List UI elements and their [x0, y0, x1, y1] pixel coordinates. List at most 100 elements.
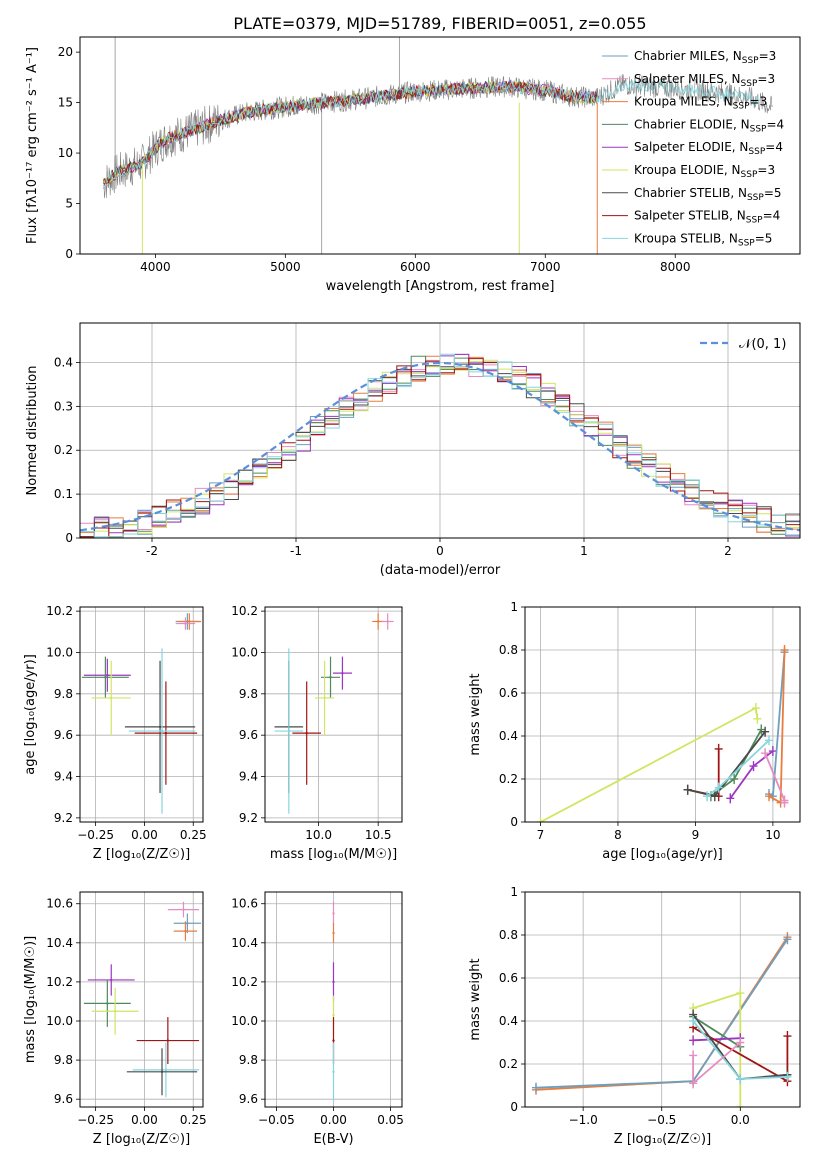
- y-axis-label: mass weight: [468, 958, 483, 1040]
- y-tick-label: 10.6: [231, 897, 258, 911]
- weight-marker: [765, 735, 774, 746]
- y-tick-label: 10.2: [231, 975, 258, 989]
- y-tick-label: 9.6: [239, 1092, 258, 1106]
- y-tick-label: 5: [65, 197, 73, 211]
- z-weight-panel: −1.0 −0.5 0.0 0 0.2 0.4 0.6 0.8 1 Z [log₁₀(Z/Z☉)]…: [468, 885, 801, 1147]
- legend-subscript: SSP: [746, 216, 763, 226]
- y-tick-label: 0.4: [54, 355, 73, 369]
- x-tick-label: 7000: [530, 260, 561, 274]
- weight-marker: [761, 726, 770, 737]
- x-tick-label: 2: [724, 544, 732, 558]
- legend-label: Chabrier MILES, NSSP=3: [634, 49, 776, 66]
- legend-label: Kroupa STELIB, NSSP=5: [634, 231, 772, 248]
- x-tick-label: 10.0: [305, 828, 332, 842]
- figure-title: PLATE=0379, MJD=51789, FIBERID=0051, z=0…: [233, 14, 646, 33]
- z-mass-plot-area: [83, 901, 202, 1098]
- legend-subscript: SSP: [741, 170, 758, 180]
- mass-age-plot-area: [274, 613, 394, 814]
- residuals-panel: -2 -1 0 1 2 0 0.1 0.2 0.3 0.4 (data-model)/error No…: [25, 322, 801, 578]
- legend-subscript: SSP: [750, 124, 767, 134]
- legend-subscript: SSP: [747, 193, 764, 203]
- x-tick-label: 0.00: [131, 1113, 158, 1127]
- y-tick-label: 9.6: [54, 1092, 73, 1106]
- x-tick-label: 0.00: [131, 828, 158, 842]
- y-tick-label: 10.2: [231, 604, 258, 618]
- y-tick-label: 9.6: [54, 728, 73, 742]
- legend-value: =5: [755, 231, 773, 245]
- y-tick-label: 10.2: [46, 604, 73, 618]
- y-tick-label: 9.8: [239, 687, 258, 701]
- weight-marker: [783, 934, 792, 945]
- data-point: [106, 674, 109, 677]
- x-tick-label: −0.5: [647, 1113, 676, 1127]
- y-tick-label: 10.0: [231, 645, 258, 659]
- data-point: [164, 1068, 168, 1072]
- y-axis-label: Flux [fλ10⁻¹⁷ erg cm⁻² s⁻¹ A⁻¹]: [25, 47, 40, 244]
- y-tick-label: 9.2: [54, 811, 73, 825]
- data-point: [188, 620, 191, 623]
- y-tick-label: 10.4: [231, 936, 258, 950]
- x-tick-label: −0.25: [77, 1113, 114, 1127]
- data-point: [160, 1070, 164, 1074]
- x-tick-label: -1: [290, 544, 302, 558]
- spectrum-plot-area: [103, 37, 773, 254]
- x-tick-label: 10: [765, 828, 780, 842]
- weight-marker: [689, 1035, 698, 1046]
- y-tick-label: 9.8: [239, 1053, 258, 1067]
- weight-marker: [761, 748, 770, 759]
- x-tick-label: 8000: [660, 260, 691, 274]
- x-tick-label: 9: [692, 828, 700, 842]
- legend-label: Salpeter STELIB, NSSP=4: [634, 209, 780, 226]
- x-tick-label: 0.25: [180, 828, 207, 842]
- data-point: [341, 671, 344, 675]
- data-point: [329, 676, 332, 679]
- x-tick-label: 5000: [270, 260, 301, 274]
- data-point: [332, 980, 335, 984]
- y-tick-label: 10: [58, 146, 73, 160]
- x-tick-label: −0.05: [258, 1113, 295, 1127]
- weight-series-line: [692, 1015, 741, 1048]
- x-axis-label: age [log₁₀(age/yr)]: [602, 847, 723, 862]
- x-tick-label: 8: [614, 828, 622, 842]
- data-point: [184, 929, 187, 933]
- data-point: [186, 922, 189, 925]
- y-tick-label: 9.6: [239, 728, 258, 742]
- y-tick-label: 0: [65, 531, 73, 545]
- y-tick-label: 9.4: [54, 770, 73, 784]
- y-tick-label: 10.6: [46, 897, 73, 911]
- x-tick-label: −0.25: [77, 828, 114, 842]
- axes-frame: [79, 891, 204, 1108]
- y-tick-label: 20: [58, 45, 73, 59]
- y-tick-label: 0.2: [499, 772, 518, 786]
- data-point: [110, 696, 113, 700]
- x-tick-label: 10.5: [365, 828, 392, 842]
- data-point: [386, 620, 389, 623]
- y-tick-label: 0: [510, 815, 518, 829]
- data-point: [287, 729, 291, 733]
- y-axis-label: mass weight: [468, 673, 483, 755]
- x-axis-label: (data-model)/error: [380, 563, 501, 578]
- y-tick-label: 9.4: [239, 770, 258, 784]
- legend-value: =3: [757, 72, 775, 86]
- residual-histogram: [80, 353, 800, 538]
- weight-marker: [726, 793, 735, 804]
- y-tick-label: 10.0: [46, 645, 73, 659]
- x-tick-label: 0.05: [377, 1113, 404, 1127]
- weight-marker: [683, 784, 692, 795]
- y-tick-label: 1: [510, 885, 518, 899]
- data-point: [332, 1039, 335, 1042]
- z-weight-plot-area: [532, 932, 792, 1107]
- weight-marker: [749, 761, 758, 772]
- y-tick-label: 10.0: [231, 1014, 258, 1028]
- weight-marker: [703, 791, 712, 802]
- legend-label: Kroupa ELODIE, NSSP=3: [634, 163, 775, 180]
- legend: 𝒩(0, 1): [700, 337, 786, 352]
- y-tick-label: 0.8: [499, 643, 518, 657]
- mass-age-panel: 10.0 10.5 9.2 9.4 9.6 9.8 10.0 10.2 mass [log₁₀(…: [231, 604, 403, 862]
- axes-frame: [264, 891, 403, 1108]
- data-point: [332, 931, 335, 935]
- y-tick-label: 1: [510, 600, 518, 614]
- ebv-mass-panel: −0.05 0.00 0.05 9.6 9.8 10.0 10.2 10.4 10.6 E(B-V…: [231, 891, 404, 1147]
- y-tick-label: 0.2: [499, 1057, 518, 1071]
